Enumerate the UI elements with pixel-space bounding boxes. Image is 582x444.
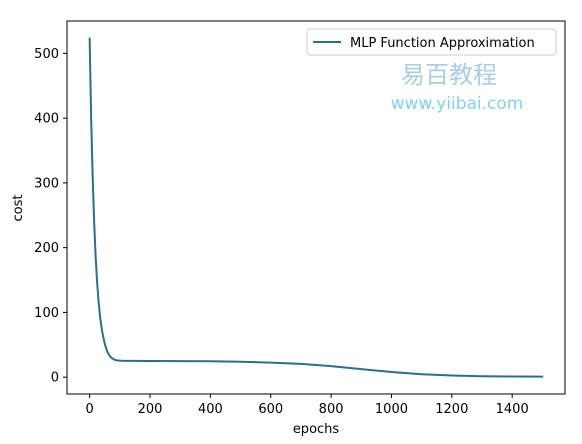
y-tick-label: 100: [34, 306, 59, 321]
y-axis-ticks: 0 100 200 300 400 500: [34, 47, 67, 386]
series-layer: [88, 37, 544, 378]
plot-frame: [66, 20, 566, 395]
y-tick-label: 200: [34, 241, 59, 256]
watermark-url: www.yiibai.com: [391, 94, 524, 114]
x-tick-label: 1200: [435, 402, 468, 417]
series-line: [88, 37, 544, 378]
y-tick-label: 500: [34, 47, 59, 62]
legend-box: [306, 28, 557, 56]
x-axis-ticks: 0 200 400 600 800 1000 1200 1400: [85, 394, 529, 417]
legend: MLP Function Approximation: [306, 28, 557, 56]
x-tick-label: 600: [258, 402, 283, 417]
x-tick-label: 0: [85, 402, 93, 417]
x-tick-label: 200: [138, 402, 163, 417]
x-tick-label: 1000: [375, 402, 408, 417]
y-tick-label: 400: [34, 112, 59, 127]
x-axis-label: epochs: [293, 422, 340, 437]
y-axis-label: cost: [11, 195, 26, 222]
y-tick-label: 0: [51, 371, 59, 386]
watermark-title: 易百教程: [401, 61, 497, 89]
y-tick-label: 300: [34, 176, 59, 191]
legend-label: MLP Function Approximation: [350, 36, 535, 51]
x-tick-label: 1400: [496, 402, 529, 417]
x-tick-label: 800: [319, 402, 344, 417]
watermark: 易百教程 www.yiibai.com: [391, 61, 524, 114]
x-tick-label: 400: [198, 402, 223, 417]
plot-area: [67, 21, 565, 394]
